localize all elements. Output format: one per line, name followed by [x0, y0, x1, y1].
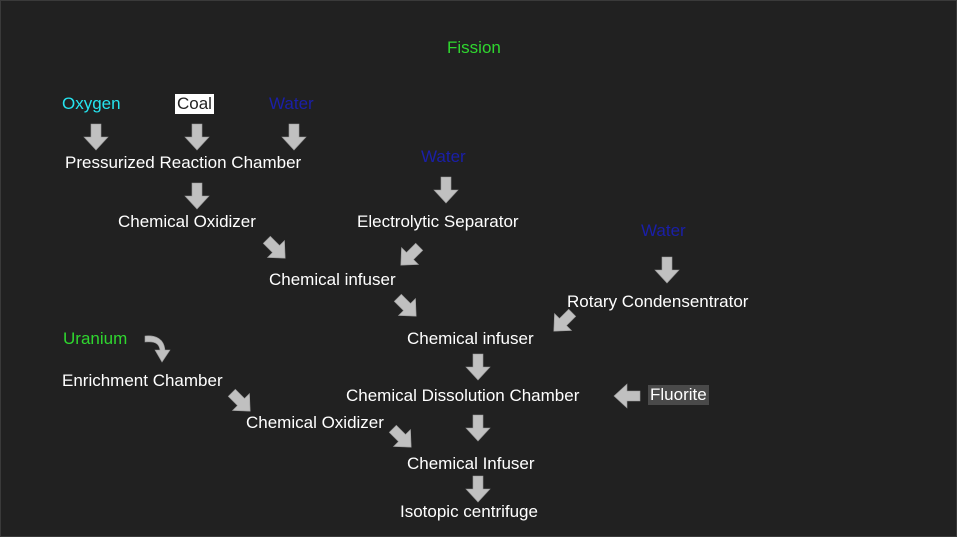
node-chemical-oxidizer-1: Chemical Oxidizer — [118, 212, 256, 231]
arrow-left-icon — [613, 383, 641, 409]
arrow-down-icon — [465, 475, 491, 503]
node-isotopic-centrifuge: Isotopic centrifuge — [400, 502, 538, 521]
arrow-down-icon — [465, 353, 491, 381]
arrow-down-icon — [654, 256, 680, 284]
node-enrichment-chamber: Enrichment Chamber — [62, 371, 223, 390]
arrow-down-right-icon — [223, 384, 258, 419]
curved-arrow-icon — [144, 334, 174, 364]
node-electrolytic-separator: Electrolytic Separator — [357, 212, 519, 231]
arrow-down-icon — [83, 123, 109, 151]
node-chemical-dissolution-chamber: Chemical Dissolution Chamber — [346, 386, 580, 405]
arrow-down-icon — [184, 123, 210, 151]
arrow-down-left-icon — [545, 304, 580, 339]
input-coal: Coal — [175, 94, 214, 114]
node-pressurized-reaction-chamber: Pressurized Reaction Chamber — [65, 153, 302, 172]
arrow-down-right-icon — [389, 289, 424, 324]
input-water-3: Water — [641, 221, 686, 240]
input-uranium: Uranium — [63, 329, 128, 348]
arrow-down-icon — [433, 176, 459, 204]
arrow-down-right-icon — [384, 420, 419, 455]
input-fluorite: Fluorite — [648, 385, 709, 405]
arrow-down-left-icon — [392, 238, 427, 273]
arrow-down-icon — [184, 182, 210, 210]
node-chemical-infuser-1: Chemical infuser — [269, 270, 396, 289]
input-water-1: Water — [269, 94, 314, 113]
node-chemical-oxidizer-2: Chemical Oxidizer — [246, 413, 384, 432]
arrow-down-icon — [281, 123, 307, 151]
diagram-title: Fission — [447, 38, 501, 57]
arrow-down-right-icon — [258, 231, 293, 266]
node-chemical-infuser-3: Chemical Infuser — [407, 454, 535, 473]
node-chemical-infuser-2: Chemical infuser — [407, 329, 534, 348]
input-water-2: Water — [421, 147, 466, 166]
arrow-down-icon — [465, 414, 491, 442]
input-oxygen: Oxygen — [62, 94, 121, 113]
node-rotary-condensentrator: Rotary Condensentrator — [567, 292, 749, 311]
